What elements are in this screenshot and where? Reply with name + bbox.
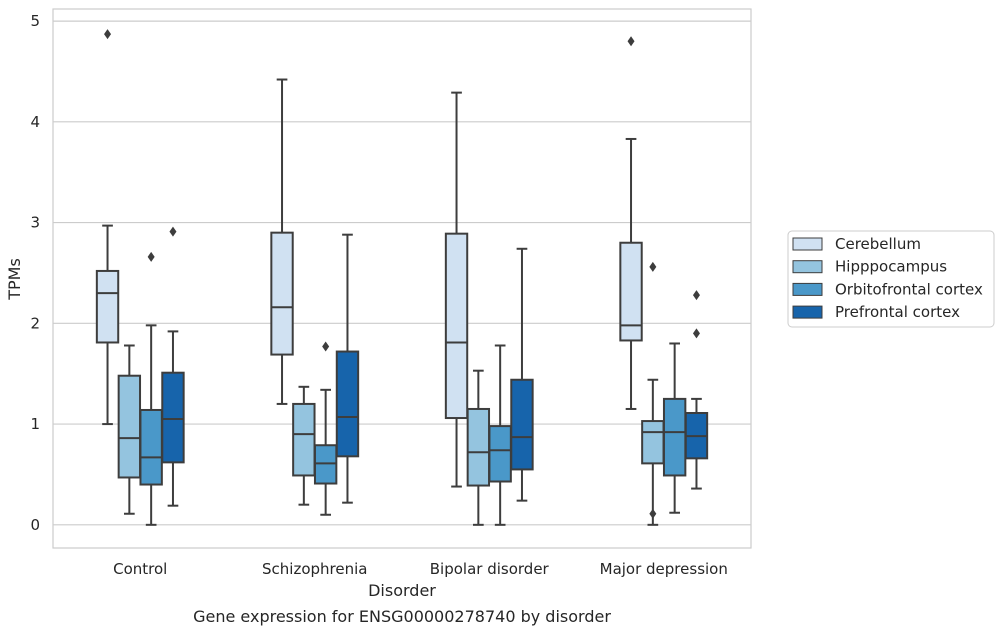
iqr-box bbox=[161, 371, 185, 464]
iqr-box bbox=[510, 378, 534, 471]
legend-swatch bbox=[792, 282, 823, 296]
iqr-box bbox=[292, 402, 316, 477]
box-group bbox=[335, 233, 360, 504]
legend-label: Hipppocampus bbox=[835, 258, 947, 276]
box-group bbox=[270, 78, 294, 405]
x-tick-label: Bipolar disorder bbox=[430, 560, 550, 578]
iqr-box bbox=[313, 444, 338, 485]
box-group bbox=[684, 290, 709, 490]
box-group bbox=[95, 29, 120, 426]
iqr-box bbox=[488, 425, 512, 483]
outlier-marker bbox=[169, 226, 177, 237]
y-tick-labels: 0 1 2 3 4 5 bbox=[30, 12, 40, 534]
x-tick-label: Control bbox=[113, 560, 167, 578]
iqr-box bbox=[641, 420, 665, 465]
legend-label: Prefrontal cortex bbox=[835, 303, 960, 321]
legend: Cerebellum Hipppocampus Orbitofrontal cort… bbox=[787, 230, 995, 328]
outlier-marker bbox=[627, 36, 635, 47]
iqr-box bbox=[270, 231, 294, 356]
iqr-box bbox=[466, 407, 491, 487]
outlier-marker bbox=[649, 508, 657, 519]
y-tick-label: 4 bbox=[30, 113, 40, 131]
iqr-box bbox=[95, 269, 120, 344]
plot-frame bbox=[52, 8, 752, 549]
legend-swatch bbox=[792, 305, 823, 319]
iqr-box bbox=[662, 397, 687, 477]
iqr-box bbox=[444, 232, 469, 420]
iqr-box bbox=[117, 374, 142, 479]
box-group bbox=[619, 36, 643, 410]
x-axis-label: Disorder bbox=[368, 581, 436, 600]
chart-caption: Gene expression for ENSG00000278740 by d… bbox=[193, 607, 611, 626]
legend-label: Cerebellum bbox=[835, 235, 921, 253]
box-group bbox=[161, 226, 185, 507]
box-group bbox=[466, 369, 491, 526]
legend-swatch bbox=[792, 260, 823, 274]
iqr-box bbox=[335, 350, 360, 458]
x-tick-label: Major depression bbox=[600, 560, 728, 578]
y-tick-label: 3 bbox=[30, 214, 40, 232]
legend-label: Orbitofrontal cortex bbox=[835, 280, 983, 298]
y-tick-label: 2 bbox=[30, 314, 40, 332]
box-group bbox=[139, 251, 163, 526]
y-tick-label: 5 bbox=[30, 12, 40, 30]
iqr-box bbox=[139, 408, 163, 486]
outlier-marker bbox=[649, 261, 657, 272]
y-tick-label: 1 bbox=[30, 415, 40, 433]
box-marks bbox=[95, 29, 709, 526]
box-group bbox=[292, 385, 316, 506]
outlier-marker bbox=[104, 29, 112, 40]
y-tick-label: 0 bbox=[30, 516, 40, 534]
iqr-box bbox=[619, 241, 643, 342]
y-axis-label: TPMs bbox=[5, 258, 24, 301]
box-group bbox=[510, 247, 534, 502]
legend-frame bbox=[787, 230, 995, 328]
outlier-marker bbox=[692, 328, 700, 339]
box-group bbox=[444, 91, 469, 488]
x-tick-label: Schizophrenia bbox=[262, 560, 367, 578]
outlier-marker bbox=[147, 251, 155, 262]
legend-items: Cerebellum Hipppocampus Orbitofrontal cort… bbox=[792, 235, 983, 321]
box-group bbox=[313, 341, 338, 516]
outlier-marker bbox=[692, 290, 700, 301]
outlier-marker bbox=[322, 341, 330, 352]
x-tick-labels: Control Schizophrenia Bipolar disorder Majo… bbox=[113, 560, 728, 578]
legend-swatch bbox=[792, 237, 823, 251]
